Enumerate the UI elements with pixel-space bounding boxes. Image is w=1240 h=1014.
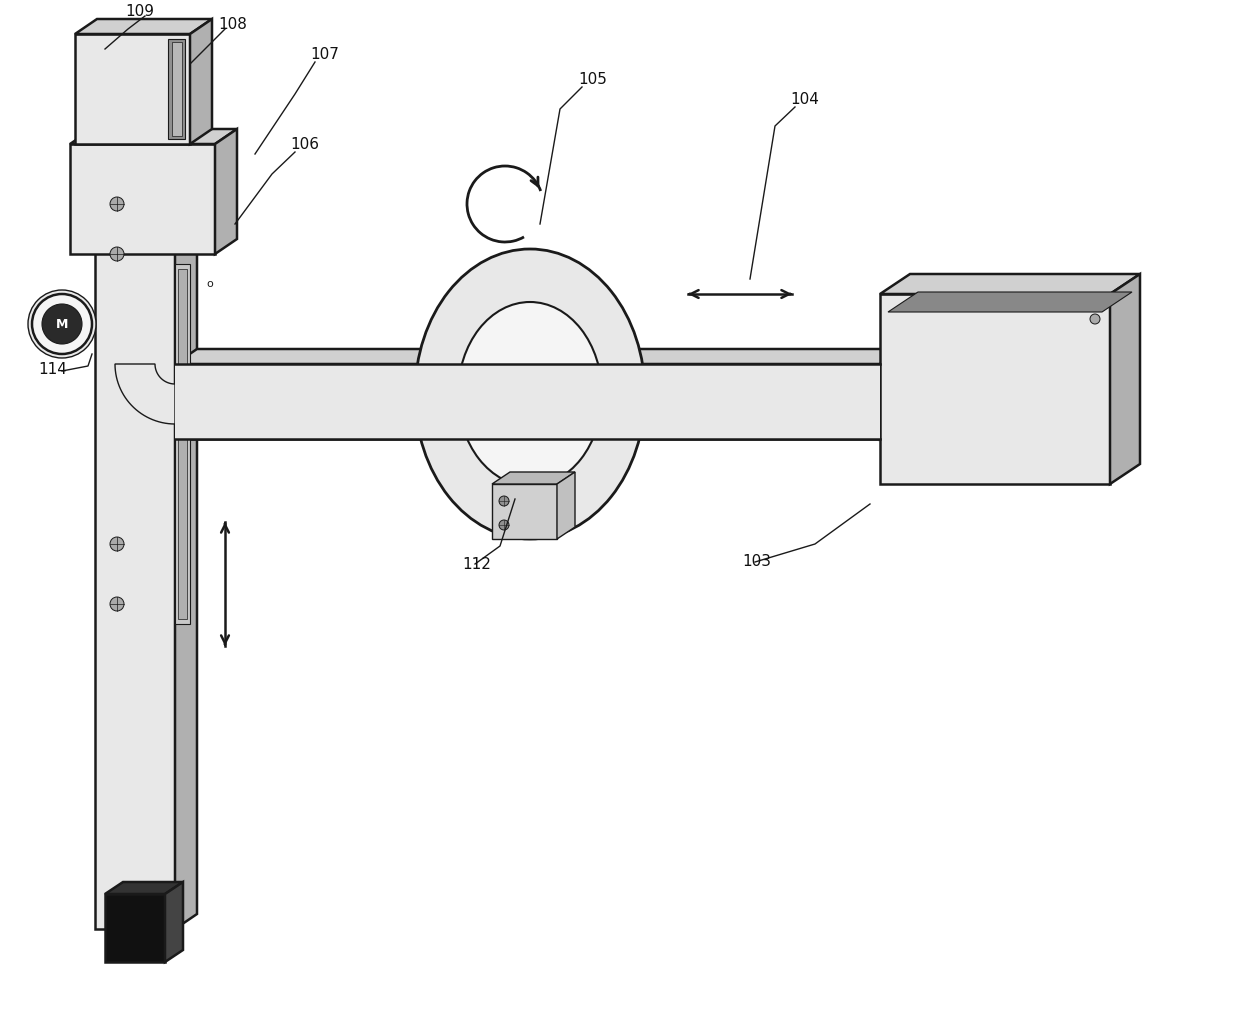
Circle shape bbox=[32, 294, 92, 354]
Polygon shape bbox=[172, 42, 182, 136]
Polygon shape bbox=[175, 364, 880, 439]
Polygon shape bbox=[1110, 274, 1140, 484]
Polygon shape bbox=[492, 484, 557, 539]
Text: M: M bbox=[56, 317, 68, 331]
Polygon shape bbox=[215, 129, 237, 254]
Circle shape bbox=[110, 597, 124, 611]
Polygon shape bbox=[165, 882, 184, 962]
Text: 103: 103 bbox=[742, 554, 771, 569]
Polygon shape bbox=[95, 184, 175, 929]
Circle shape bbox=[1090, 314, 1100, 324]
Circle shape bbox=[498, 496, 508, 506]
Polygon shape bbox=[167, 39, 185, 139]
Polygon shape bbox=[69, 144, 215, 254]
Polygon shape bbox=[136, 289, 197, 349]
Circle shape bbox=[42, 304, 82, 344]
Circle shape bbox=[110, 247, 124, 261]
Polygon shape bbox=[74, 34, 190, 144]
Text: 109: 109 bbox=[125, 4, 154, 19]
Polygon shape bbox=[175, 349, 901, 364]
Polygon shape bbox=[888, 292, 1132, 312]
Polygon shape bbox=[175, 264, 190, 624]
Text: 107: 107 bbox=[310, 47, 339, 62]
Polygon shape bbox=[880, 274, 1140, 294]
Polygon shape bbox=[190, 19, 212, 144]
Text: o: o bbox=[207, 419, 213, 429]
Polygon shape bbox=[95, 169, 197, 184]
Text: 104: 104 bbox=[790, 92, 818, 107]
Text: 114: 114 bbox=[38, 362, 67, 377]
Polygon shape bbox=[403, 394, 458, 402]
Polygon shape bbox=[179, 269, 187, 619]
Text: o: o bbox=[207, 279, 213, 289]
Text: 105: 105 bbox=[578, 72, 606, 87]
Polygon shape bbox=[601, 394, 657, 402]
Circle shape bbox=[110, 537, 124, 551]
Ellipse shape bbox=[415, 249, 645, 539]
Circle shape bbox=[110, 197, 124, 211]
Polygon shape bbox=[105, 882, 184, 894]
Polygon shape bbox=[880, 349, 901, 439]
Polygon shape bbox=[115, 364, 175, 424]
Polygon shape bbox=[74, 19, 212, 34]
Polygon shape bbox=[557, 472, 575, 539]
Text: 106: 106 bbox=[290, 137, 319, 152]
Text: 112: 112 bbox=[463, 557, 491, 572]
Polygon shape bbox=[492, 472, 575, 484]
Circle shape bbox=[29, 290, 95, 358]
Text: 108: 108 bbox=[218, 17, 247, 32]
Circle shape bbox=[498, 520, 508, 530]
Polygon shape bbox=[880, 294, 1110, 484]
Polygon shape bbox=[105, 894, 165, 962]
Ellipse shape bbox=[458, 302, 601, 486]
Polygon shape bbox=[69, 129, 237, 144]
Polygon shape bbox=[175, 364, 880, 439]
Polygon shape bbox=[175, 169, 197, 929]
